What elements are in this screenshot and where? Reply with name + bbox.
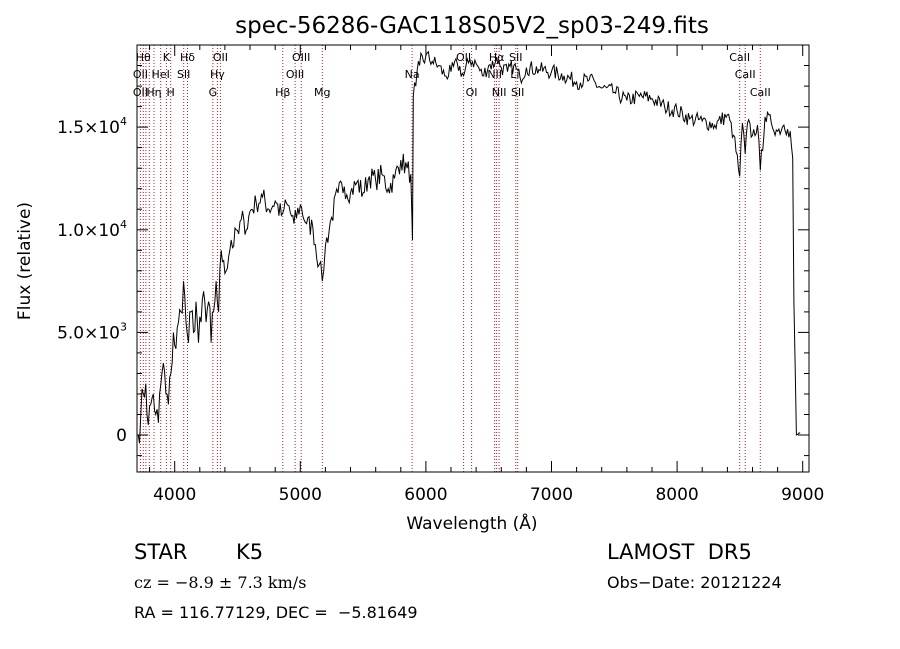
spectral-line-label: OII bbox=[133, 68, 148, 81]
y-axis-ticks: 0 5.0×103 1.0×104 1.5×104 bbox=[57, 65, 809, 457]
spectral-line-label: Hη bbox=[146, 86, 161, 99]
x-axis-ticks: 4000 5000 6000 7000 8000 9000 bbox=[149, 45, 824, 505]
y-axis-label: Flux (relative) bbox=[15, 202, 35, 320]
y-tick-label: 1.5×104 bbox=[57, 115, 127, 138]
spectral-line-label: H bbox=[167, 86, 175, 99]
spectral-line-label: K bbox=[163, 51, 171, 64]
spectral-line-label: Na bbox=[405, 68, 420, 81]
x-tick-label: 4000 bbox=[153, 485, 196, 505]
observation-date: Obs−Date: 20121224 bbox=[607, 573, 782, 592]
y-tick-label: 5.0×103 bbox=[57, 320, 127, 343]
x-tick-label: 7000 bbox=[530, 485, 573, 505]
coordinates-text: RA = 116.77129, DEC = −5.81649 bbox=[134, 603, 418, 622]
spectral-line-label: OII bbox=[213, 51, 228, 64]
spectral-line-label: SII bbox=[509, 51, 522, 64]
spectral-line-label: NII bbox=[492, 86, 507, 99]
spectral-line-label: Hδ bbox=[180, 51, 195, 64]
spectrum-line bbox=[137, 50, 801, 444]
spectral-line-label: Hγ bbox=[210, 68, 225, 81]
plot-frame bbox=[136, 44, 810, 473]
spectral-line-label: Li bbox=[510, 68, 519, 81]
x-tick-label: 9000 bbox=[781, 485, 824, 505]
spectral-line-label: CaII bbox=[750, 86, 771, 99]
spectral-line-label: OI bbox=[466, 86, 478, 99]
y-tick-label: 0 bbox=[116, 426, 127, 446]
y-tick-label: 1.0×104 bbox=[57, 218, 127, 241]
spectral-line-label: Hθ bbox=[136, 51, 151, 64]
spectral-line-label: CaII bbox=[735, 68, 756, 81]
x-tick-label: 5000 bbox=[279, 485, 322, 505]
spectral-line-label: HeI bbox=[152, 68, 170, 81]
object-subclass: K5 bbox=[236, 540, 264, 564]
spectral-line-label: CaII bbox=[729, 51, 750, 64]
spectral-line-label: OIII bbox=[286, 68, 304, 81]
spectral-line-label: Mg bbox=[314, 86, 330, 99]
spectral-line-label: SII bbox=[511, 86, 524, 99]
survey-name: LAMOST DR5 bbox=[607, 540, 752, 564]
spectral-line-label: NII bbox=[487, 68, 502, 81]
redshift-text: cz = −8.9 ± 7.3 km/s bbox=[134, 573, 307, 592]
object-class: STAR bbox=[134, 540, 188, 564]
spectral-line-label: OIII bbox=[292, 51, 310, 64]
spectral-line-label: SII bbox=[177, 68, 190, 81]
x-tick-label: 8000 bbox=[655, 485, 698, 505]
chart-title: spec-56286-GAC118S05V2_sp03-249.fits bbox=[235, 13, 709, 39]
spectral-line-label: G bbox=[209, 86, 218, 99]
x-tick-label: 6000 bbox=[404, 485, 447, 505]
x-axis-label: Wavelength (Å) bbox=[406, 512, 537, 534]
spectral-line-label: Hβ bbox=[275, 86, 290, 99]
line-marker-group bbox=[139, 45, 761, 472]
